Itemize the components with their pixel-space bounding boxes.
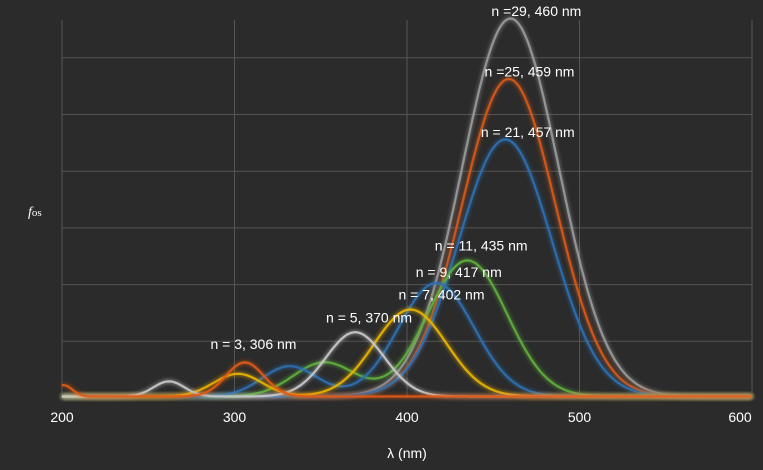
grid xyxy=(61,20,753,398)
y-axis-label: fos xyxy=(28,205,42,220)
x-tick-label-1: 300 xyxy=(223,409,247,425)
x-tick-label-2: 400 xyxy=(395,409,419,425)
series-group xyxy=(61,17,752,398)
annotations: n =29, 460 nm n =25, 459 nm n = 21, 457 nm… xyxy=(210,3,581,352)
x-tick-labels: 200 300 400 500 600 xyxy=(50,409,752,425)
annotation-6: n = 5, 370 nm xyxy=(326,309,412,325)
annotation-2: n = 21, 457 nm xyxy=(481,124,575,140)
x-tick-label-4: 600 xyxy=(728,409,752,425)
annotation-4: n = 9, 417 nm xyxy=(416,264,502,280)
annotation-3: n = 11, 435 nm xyxy=(435,238,528,254)
annotation-1: n =25, 459 nm xyxy=(485,64,575,80)
y-axis-label-main: f xyxy=(28,205,34,220)
series-line-7 xyxy=(61,361,752,398)
annotation-7: n = 3, 306 nm xyxy=(210,336,296,352)
x-axis-label: λ (nm) xyxy=(387,445,427,461)
x-tick-label-0: 200 xyxy=(50,409,74,425)
x-tick-label-3: 500 xyxy=(568,409,592,425)
annotation-5: n = 7, 402 nm xyxy=(398,287,484,303)
annotation-0: n =29, 460 nm xyxy=(491,3,581,19)
y-axis-label-sub: os xyxy=(32,207,42,219)
